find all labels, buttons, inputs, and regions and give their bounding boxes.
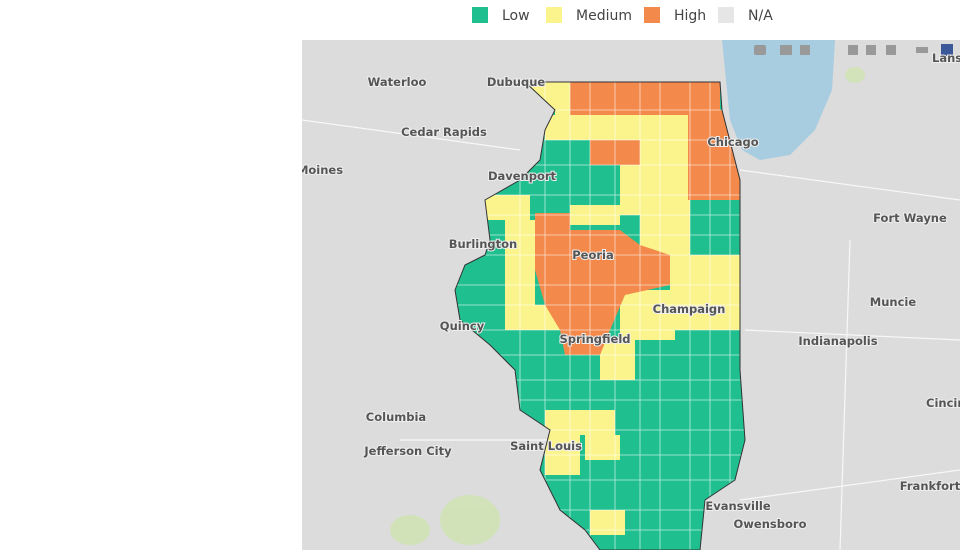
city-label: Cincin <box>926 396 966 410</box>
legend: Low Medium High N/A <box>472 7 773 24</box>
legend-swatch <box>644 7 660 23</box>
city-label: Indianapolis <box>798 334 877 348</box>
city-labels: Waterloo Dubuque Cedar Rapids Moines Dav… <box>297 50 966 532</box>
legend-label: Low <box>502 8 530 24</box>
city-label: Burlington <box>449 237 518 251</box>
city-label: Evansville <box>705 499 770 513</box>
toolbar[interactable] <box>754 44 953 56</box>
legend-label: High <box>674 8 706 24</box>
county-lines <box>455 82 745 550</box>
city-label: Fort Wayne <box>873 211 947 225</box>
city-label: Cedar Rapids <box>401 125 487 139</box>
city-label: Champaign <box>653 302 726 316</box>
city-label: Peoria <box>572 248 614 262</box>
city-label: Lansi <box>932 51 966 65</box>
legend-label: Medium <box>576 8 632 24</box>
city-label: Springfield <box>559 332 630 346</box>
city-label: Chicago <box>707 135 758 149</box>
city-label: Jefferson City <box>363 444 452 458</box>
city-label: Davenport <box>488 169 557 183</box>
city-label: Frankfort <box>900 479 961 493</box>
legend-swatch <box>546 7 562 23</box>
city-label: Muncie <box>870 295 917 309</box>
legend-swatch <box>718 7 734 23</box>
map: Waterloo Dubuque Cedar Rapids Moines Dav… <box>297 40 966 550</box>
legend-swatch <box>472 7 488 23</box>
city-label: Saint Louis <box>510 439 582 453</box>
roads <box>302 119 960 550</box>
lake-michigan <box>722 40 835 160</box>
city-label: Quincy <box>440 319 485 333</box>
legend-label: N/A <box>748 8 773 24</box>
city-label: Moines <box>297 163 343 177</box>
city-label: Waterloo <box>368 75 427 89</box>
city-label: Dubuque <box>487 75 546 89</box>
city-label: Owensboro <box>734 517 807 531</box>
city-label: Columbia <box>366 410 426 424</box>
parks <box>390 67 865 545</box>
